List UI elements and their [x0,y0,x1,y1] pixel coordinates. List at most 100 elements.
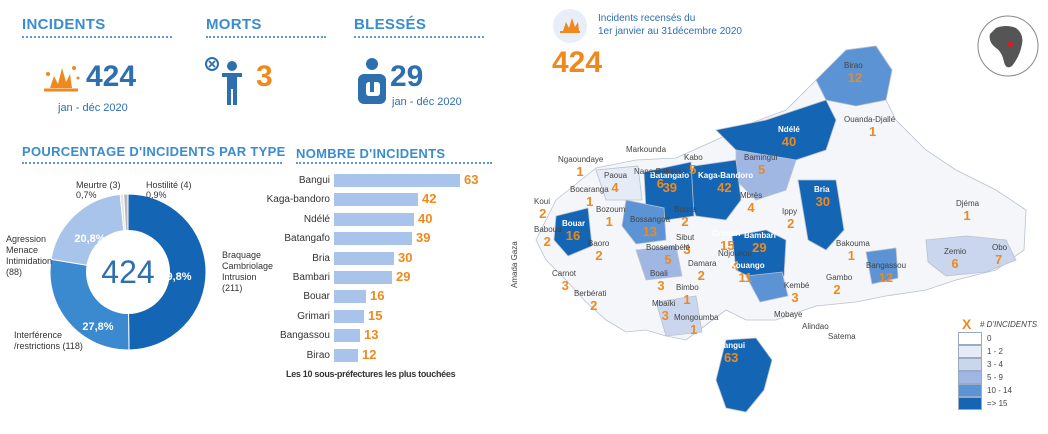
blesses-header: BLESSÉS [354,16,427,33]
slice-label-interference: 27,8% [82,321,113,333]
map-region-value-33: 11 [739,270,753,285]
map-region-name-9: Ngaoundaye [558,155,604,164]
bar-value-1: 42 [422,191,437,207]
map-region-value-9: 1 [576,164,583,179]
bar-value-7: 15 [368,307,383,323]
map-region-name-3: Markounda [626,145,667,154]
label-agression-l3: Intimidation [6,256,53,266]
legend-row-4: 10 - 14 [958,384,1012,397]
map-region-name-35: Carnot [552,269,577,278]
map-region-value-32: 4 [732,258,740,273]
region-paoua [595,165,643,201]
map-region-value-5: 39 [663,180,677,195]
label-interference-l2: /restrictions [14,341,61,351]
map-region-value-39: 3 [662,308,669,323]
map-region-name-14: Bozoum [596,205,626,214]
map-region-name-33: Kouango [730,261,765,270]
map-region-value-31: 2 [698,268,705,283]
legend-label-0: 0 [987,334,992,343]
map-region-value-10: 4 [611,180,619,195]
bar-3 [334,232,412,246]
map-region-value-7: 5 [758,162,765,177]
map-region-name-16: Baboua [534,225,562,234]
injured-person-icon [358,58,386,104]
map-region-value-16: 2 [544,234,551,249]
label-meurtre-pct: 0,7% [76,190,97,200]
legend-label-3: 5 - 9 [987,373,1004,382]
region-bangassou [865,247,899,285]
bar-7 [334,309,364,323]
map-region-name-31: Damara [688,259,717,268]
map-total: 424 [552,46,603,79]
map-region-name-32: Ndjoukou [718,249,752,258]
map-region-name-20: Sibut [676,233,695,242]
bar-value-8: 13 [364,327,379,343]
region-zemio-obo [925,235,1017,277]
morts-header: MORTS [206,16,262,33]
map-subtitle-l2: 1er janvier au 31décembre 2020 [598,26,742,37]
map-region-name-29: Bangassou [866,261,906,270]
map-region-value-38: 1 [683,292,690,307]
map-region-name-19: Bouca [674,205,697,214]
map-region-name-40: Mongoumba [674,313,719,322]
label-agression: Agression Menace Intimidation (88) [6,234,52,278]
map-region-name-25: Djéma [956,199,980,208]
label-interference-l1: Interférence [14,330,63,340]
legend-swatch-2 [958,358,982,371]
map-region-name-22: Bambari [744,231,776,240]
map-region-value-19: 2 [681,214,688,229]
region-bouar [553,207,593,257]
map-region-value-42: 63 [724,350,738,365]
legend-row-1: 1 - 2 [958,345,1012,358]
slice-label-braquage: 49,8% [160,271,191,283]
legend-label-5: => 15 [987,399,1008,408]
map-region-value-2: 40 [782,134,796,149]
label-braquage-l1: Braquage [222,250,262,260]
map-region-name-41: Kembé [784,281,810,290]
legend-label-4: 10 - 14 [987,386,1012,395]
map-region-value-18: 13 [643,224,657,239]
map-region-value-12: 1 [586,194,593,209]
incidents-value: 424 [86,60,137,93]
map-region-value-8: 4 [747,200,755,215]
bar-divider [296,162,492,164]
map-region-value-15: 16 [566,228,580,243]
explosion-icon [44,66,80,92]
label-braquage-l3: Intrusion [222,272,257,282]
bar-label-6: Bouar [303,291,330,303]
map-region-value-13: 2 [539,206,546,221]
map-region-name-21: Grimari [712,229,740,238]
label-braquage: Braquage Cambriolage Intrusion (211) [222,250,273,294]
bar-9 [334,348,358,362]
map-region-value-29: 12 [879,270,893,285]
donut-hole [86,230,170,314]
bar-label-9: Birao [306,349,330,361]
region-bossangoa [621,199,667,245]
label-agression-l1: Agression [6,234,47,244]
bar-value-4: 30 [398,249,413,265]
label-interference: Interférence /restrictions (118) [14,330,83,352]
donut-center-value: 424 [101,254,154,290]
label-hostilite-name: Hostilité (4) [146,180,192,190]
donut-chart: 424 49,8% 27,8% 20,8% [49,193,207,351]
map-region-name-24: Bria [814,185,830,194]
legend-swatch-4 [958,384,982,397]
map-region-name-2: Ndélé [778,125,800,134]
label-braquage-l2: Cambriolage [222,261,274,271]
legend-label-1: 1 - 2 [987,347,1004,356]
car-map: Birao12Ouanda-Djallé1Ndélé40MarkoundaKab… [534,45,1027,413]
bar-6 [334,290,366,304]
bar-label-2: Ndélé [303,213,330,225]
label-alindao: Alindao [802,322,829,331]
map-region-name-10: Paoua [604,171,628,180]
map-region-value-30: 5 [664,252,671,267]
map-region-name-5: Batangafo [650,171,689,180]
map-region-name-28: Obo [992,243,1008,252]
label-agression-l4: (88) [6,267,23,277]
map-region-name-13: Koui [534,197,550,206]
region-birao [815,45,893,107]
blesses-period: jan - déc 2020 [392,96,462,108]
map-region-name-39: Mbaïki [652,299,676,308]
map-region-name-27: Zemio [944,247,967,256]
map-region-value-27: 6 [951,256,958,271]
